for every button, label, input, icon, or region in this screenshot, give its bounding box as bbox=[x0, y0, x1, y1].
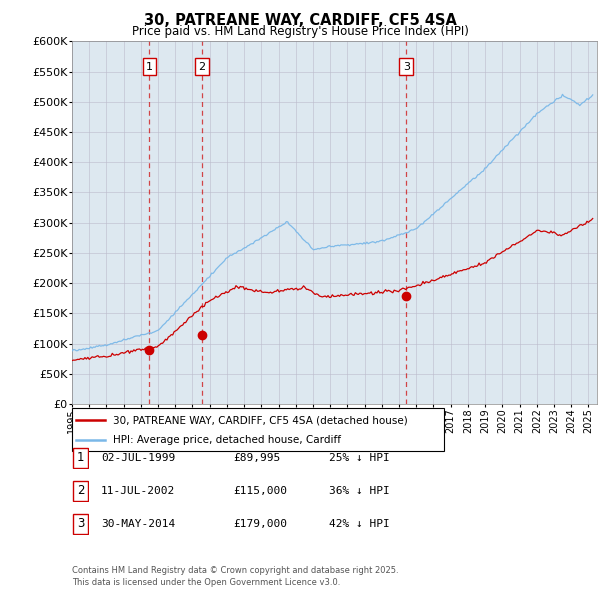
Text: 25% ↓ HPI: 25% ↓ HPI bbox=[329, 453, 389, 463]
Text: 42% ↓ HPI: 42% ↓ HPI bbox=[329, 519, 389, 529]
Text: 30-MAY-2014: 30-MAY-2014 bbox=[101, 519, 175, 529]
Text: £89,995: £89,995 bbox=[233, 453, 280, 463]
Text: 02-JUL-1999: 02-JUL-1999 bbox=[101, 453, 175, 463]
Text: £115,000: £115,000 bbox=[233, 486, 287, 496]
Text: 2: 2 bbox=[198, 62, 205, 72]
Text: 11-JUL-2002: 11-JUL-2002 bbox=[101, 486, 175, 496]
Text: 30, PATREANE WAY, CARDIFF, CF5 4SA: 30, PATREANE WAY, CARDIFF, CF5 4SA bbox=[143, 13, 457, 28]
Text: 1: 1 bbox=[77, 451, 84, 464]
Text: 30, PATREANE WAY, CARDIFF, CF5 4SA (detached house): 30, PATREANE WAY, CARDIFF, CF5 4SA (deta… bbox=[113, 415, 407, 425]
Text: £179,000: £179,000 bbox=[233, 519, 287, 529]
Text: 36% ↓ HPI: 36% ↓ HPI bbox=[329, 486, 389, 496]
Text: 2: 2 bbox=[77, 484, 84, 497]
Text: 3: 3 bbox=[77, 517, 84, 530]
Text: 1: 1 bbox=[146, 62, 153, 72]
Text: 3: 3 bbox=[403, 62, 410, 72]
Text: Contains HM Land Registry data © Crown copyright and database right 2025.
This d: Contains HM Land Registry data © Crown c… bbox=[72, 566, 398, 587]
Text: HPI: Average price, detached house, Cardiff: HPI: Average price, detached house, Card… bbox=[113, 435, 341, 445]
Text: Price paid vs. HM Land Registry's House Price Index (HPI): Price paid vs. HM Land Registry's House … bbox=[131, 25, 469, 38]
